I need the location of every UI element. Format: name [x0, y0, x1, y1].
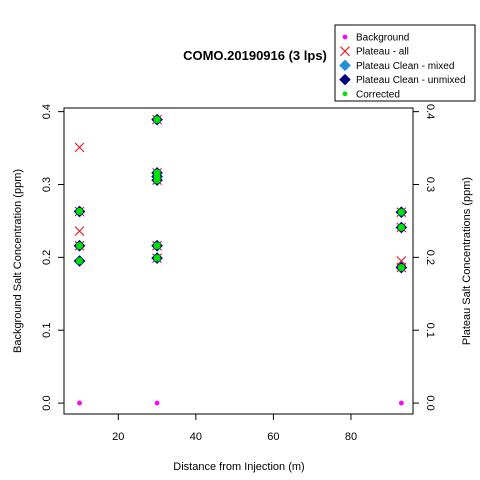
data-point	[397, 263, 405, 272]
data-point	[397, 223, 405, 232]
data-point	[153, 242, 161, 250]
data-point	[75, 207, 84, 216]
legend-marker	[342, 34, 348, 40]
y-tick-label-left: 0.0	[41, 395, 53, 410]
data-point-stroke-b	[74, 226, 85, 237]
x-tick-label: 60	[267, 431, 279, 443]
legend-marker-shape	[339, 73, 351, 86]
y-tick-label-right: 0.1	[424, 323, 436, 338]
series-plateau-clean-unmixed	[73, 113, 408, 274]
data-point-shape	[398, 400, 404, 406]
legend-marker-shape	[342, 34, 348, 40]
legend-box	[334, 24, 476, 102]
data-point-shape	[75, 257, 84, 265]
data-point	[74, 226, 85, 237]
x-axis-label: Distance from Injection (m)	[173, 461, 304, 473]
legend-marker	[342, 91, 348, 97]
data-point-shape	[153, 116, 161, 124]
data-point-shape	[75, 242, 84, 250]
data-point-shape	[397, 263, 405, 272]
data-point-shape	[75, 207, 84, 216]
data-points	[73, 113, 408, 406]
legend-label: Plateau Clean - unmixed	[356, 75, 466, 86]
x-axis: 20 40 60 80	[112, 413, 357, 443]
legend-label: Plateau - all	[356, 47, 409, 58]
data-point-shape	[154, 400, 160, 406]
data-point-stroke-b	[74, 142, 85, 153]
y-tick-label-left: 0.3	[41, 177, 53, 192]
legend-marker-shape	[342, 91, 348, 97]
legend-label: Corrected	[356, 89, 400, 100]
data-point-shape	[153, 176, 161, 184]
data-point	[75, 242, 84, 250]
chart-title: COMO.20190916 (3 lps)	[183, 48, 327, 63]
x-tick-label: 40	[190, 431, 202, 443]
legend-marker	[340, 46, 350, 57]
series-background	[77, 400, 404, 406]
data-point	[153, 116, 161, 124]
x-tick-label: 20	[112, 431, 124, 443]
series-plateau-clean-mixed	[73, 113, 408, 274]
data-point	[397, 208, 405, 216]
legend-marker	[339, 73, 351, 86]
legend-marker	[339, 59, 351, 72]
y-axis-label-left: Background Salt Concentration (ppm)	[12, 169, 24, 353]
data-point	[77, 400, 82, 406]
data-point	[154, 400, 160, 406]
data-point-shape	[77, 400, 82, 406]
legend-marker-shape	[339, 59, 351, 72]
y-tick-label-right: 0.4	[424, 104, 436, 119]
series-plateau-all	[74, 114, 407, 273]
data-point-shape	[153, 254, 161, 262]
x-tick-label: 80	[345, 431, 357, 443]
legend-marker-stroke-b	[340, 46, 350, 57]
y-axis-label-right: Plateau Salt Concentrations (ppm)	[461, 177, 473, 345]
y-tick-label-left: 0.1	[41, 323, 53, 338]
y-tick-label-right: 0.3	[424, 177, 436, 192]
legend: Background Plateau - all Plateau Clean - m…	[334, 24, 476, 102]
y-axis-right: 0.0 0.1 0.2 0.3 0.4	[413, 104, 436, 411]
legend-label: Plateau Clean - mixed	[356, 61, 454, 72]
series-corrected	[75, 116, 405, 272]
y-axis-left: 0.0 0.1 0.2 0.3 0.4	[41, 104, 64, 411]
y-tick-label-left: 0.4	[41, 104, 53, 119]
y-tick-label-right: 0.0	[424, 395, 436, 410]
data-point	[75, 257, 84, 265]
y-tick-label-right: 0.2	[424, 250, 436, 265]
y-tick-label-left: 0.2	[41, 250, 53, 265]
data-point	[74, 142, 85, 153]
data-point	[153, 176, 161, 184]
data-point-shape	[153, 242, 161, 250]
data-point-shape	[397, 223, 405, 232]
data-point-shape	[397, 208, 405, 216]
data-point	[398, 400, 404, 406]
legend-label: Background	[356, 33, 409, 44]
data-point	[153, 254, 161, 262]
plot-area-frame	[63, 107, 414, 415]
